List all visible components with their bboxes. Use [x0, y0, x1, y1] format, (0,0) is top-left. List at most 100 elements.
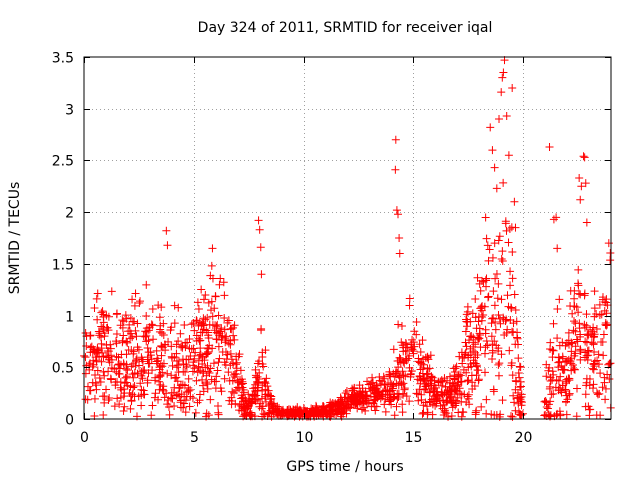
data-point [601, 319, 610, 328]
data-point [213, 366, 222, 375]
data-point [440, 374, 449, 383]
data-point [201, 315, 210, 324]
data-point [208, 312, 217, 321]
data-point [256, 243, 265, 252]
data-point [135, 361, 144, 370]
data-point [117, 385, 126, 394]
data-point [467, 331, 476, 340]
data-point [139, 386, 148, 395]
data-point [122, 337, 131, 346]
data-point [228, 376, 237, 385]
data-point [451, 364, 460, 373]
data-point [477, 402, 486, 411]
data-point [591, 357, 600, 366]
data-point [412, 389, 421, 398]
y-axis-label: SRMTID / TECUs [7, 182, 23, 295]
data-point [129, 373, 138, 382]
data-point [502, 111, 511, 120]
data-point [481, 213, 490, 222]
data-point [184, 383, 193, 392]
data-point [475, 279, 484, 288]
data-point [211, 292, 220, 301]
data-point [105, 355, 114, 364]
data-point [251, 371, 260, 380]
data-point [380, 400, 389, 409]
data-point [385, 371, 394, 380]
data-point [190, 364, 199, 373]
data-point [121, 311, 130, 320]
data-point [96, 378, 105, 387]
data-point [492, 341, 501, 350]
data-point [453, 393, 462, 402]
data-point [90, 394, 99, 403]
data-point [593, 356, 602, 365]
data-point [92, 385, 101, 394]
data-point [198, 328, 207, 337]
data-point [490, 239, 499, 248]
data-point [495, 232, 504, 241]
data-point [592, 411, 601, 420]
data-point [507, 361, 516, 370]
data-point [214, 311, 223, 320]
data-point [391, 165, 400, 174]
data-point [295, 410, 304, 419]
data-point [589, 384, 598, 393]
data-point [162, 226, 171, 235]
data-point [383, 391, 392, 400]
data-point [195, 336, 204, 345]
data-point [116, 321, 125, 330]
data-point [204, 333, 213, 342]
data-point [477, 316, 486, 325]
data-point [148, 401, 157, 410]
data-point [407, 340, 416, 349]
data-point [118, 316, 127, 325]
data-point [494, 311, 503, 320]
data-point [419, 355, 428, 364]
data-point [238, 393, 247, 402]
data-point [92, 356, 101, 365]
data-point [570, 302, 579, 311]
data-point [368, 373, 377, 382]
data-point [420, 374, 429, 383]
data-point [581, 390, 590, 399]
data-point [384, 379, 393, 388]
data-point [207, 297, 216, 306]
data-point [88, 348, 97, 357]
data-point [237, 394, 246, 403]
data-point [387, 400, 396, 409]
data-point [210, 377, 219, 386]
data-point [139, 332, 148, 341]
data-point [546, 338, 555, 347]
data-point [208, 244, 217, 253]
data-point [494, 371, 503, 380]
data-point [439, 410, 448, 419]
data-point [155, 313, 164, 322]
data-point [498, 73, 507, 82]
data-point [487, 332, 496, 341]
data-point [582, 351, 591, 360]
data-point [436, 377, 445, 386]
x-tick-label: 20 [515, 430, 533, 446]
data-point [510, 398, 519, 407]
data-point [394, 363, 403, 372]
data-point [497, 88, 506, 97]
data-point [148, 305, 157, 314]
data-point [564, 336, 573, 345]
data-point [209, 359, 218, 368]
data-point [388, 384, 397, 393]
data-point [91, 371, 100, 380]
data-point [248, 390, 257, 399]
data-point [375, 372, 384, 381]
data-point [400, 359, 409, 368]
data-point [545, 382, 554, 391]
data-point [405, 397, 414, 406]
data-point [196, 390, 205, 399]
data-point [582, 218, 591, 227]
data-point [253, 372, 262, 381]
data-point [586, 325, 595, 334]
data-point [554, 386, 563, 395]
data-point [606, 256, 615, 265]
data-point [456, 377, 465, 386]
data-point [151, 373, 160, 382]
data-point [147, 411, 156, 420]
